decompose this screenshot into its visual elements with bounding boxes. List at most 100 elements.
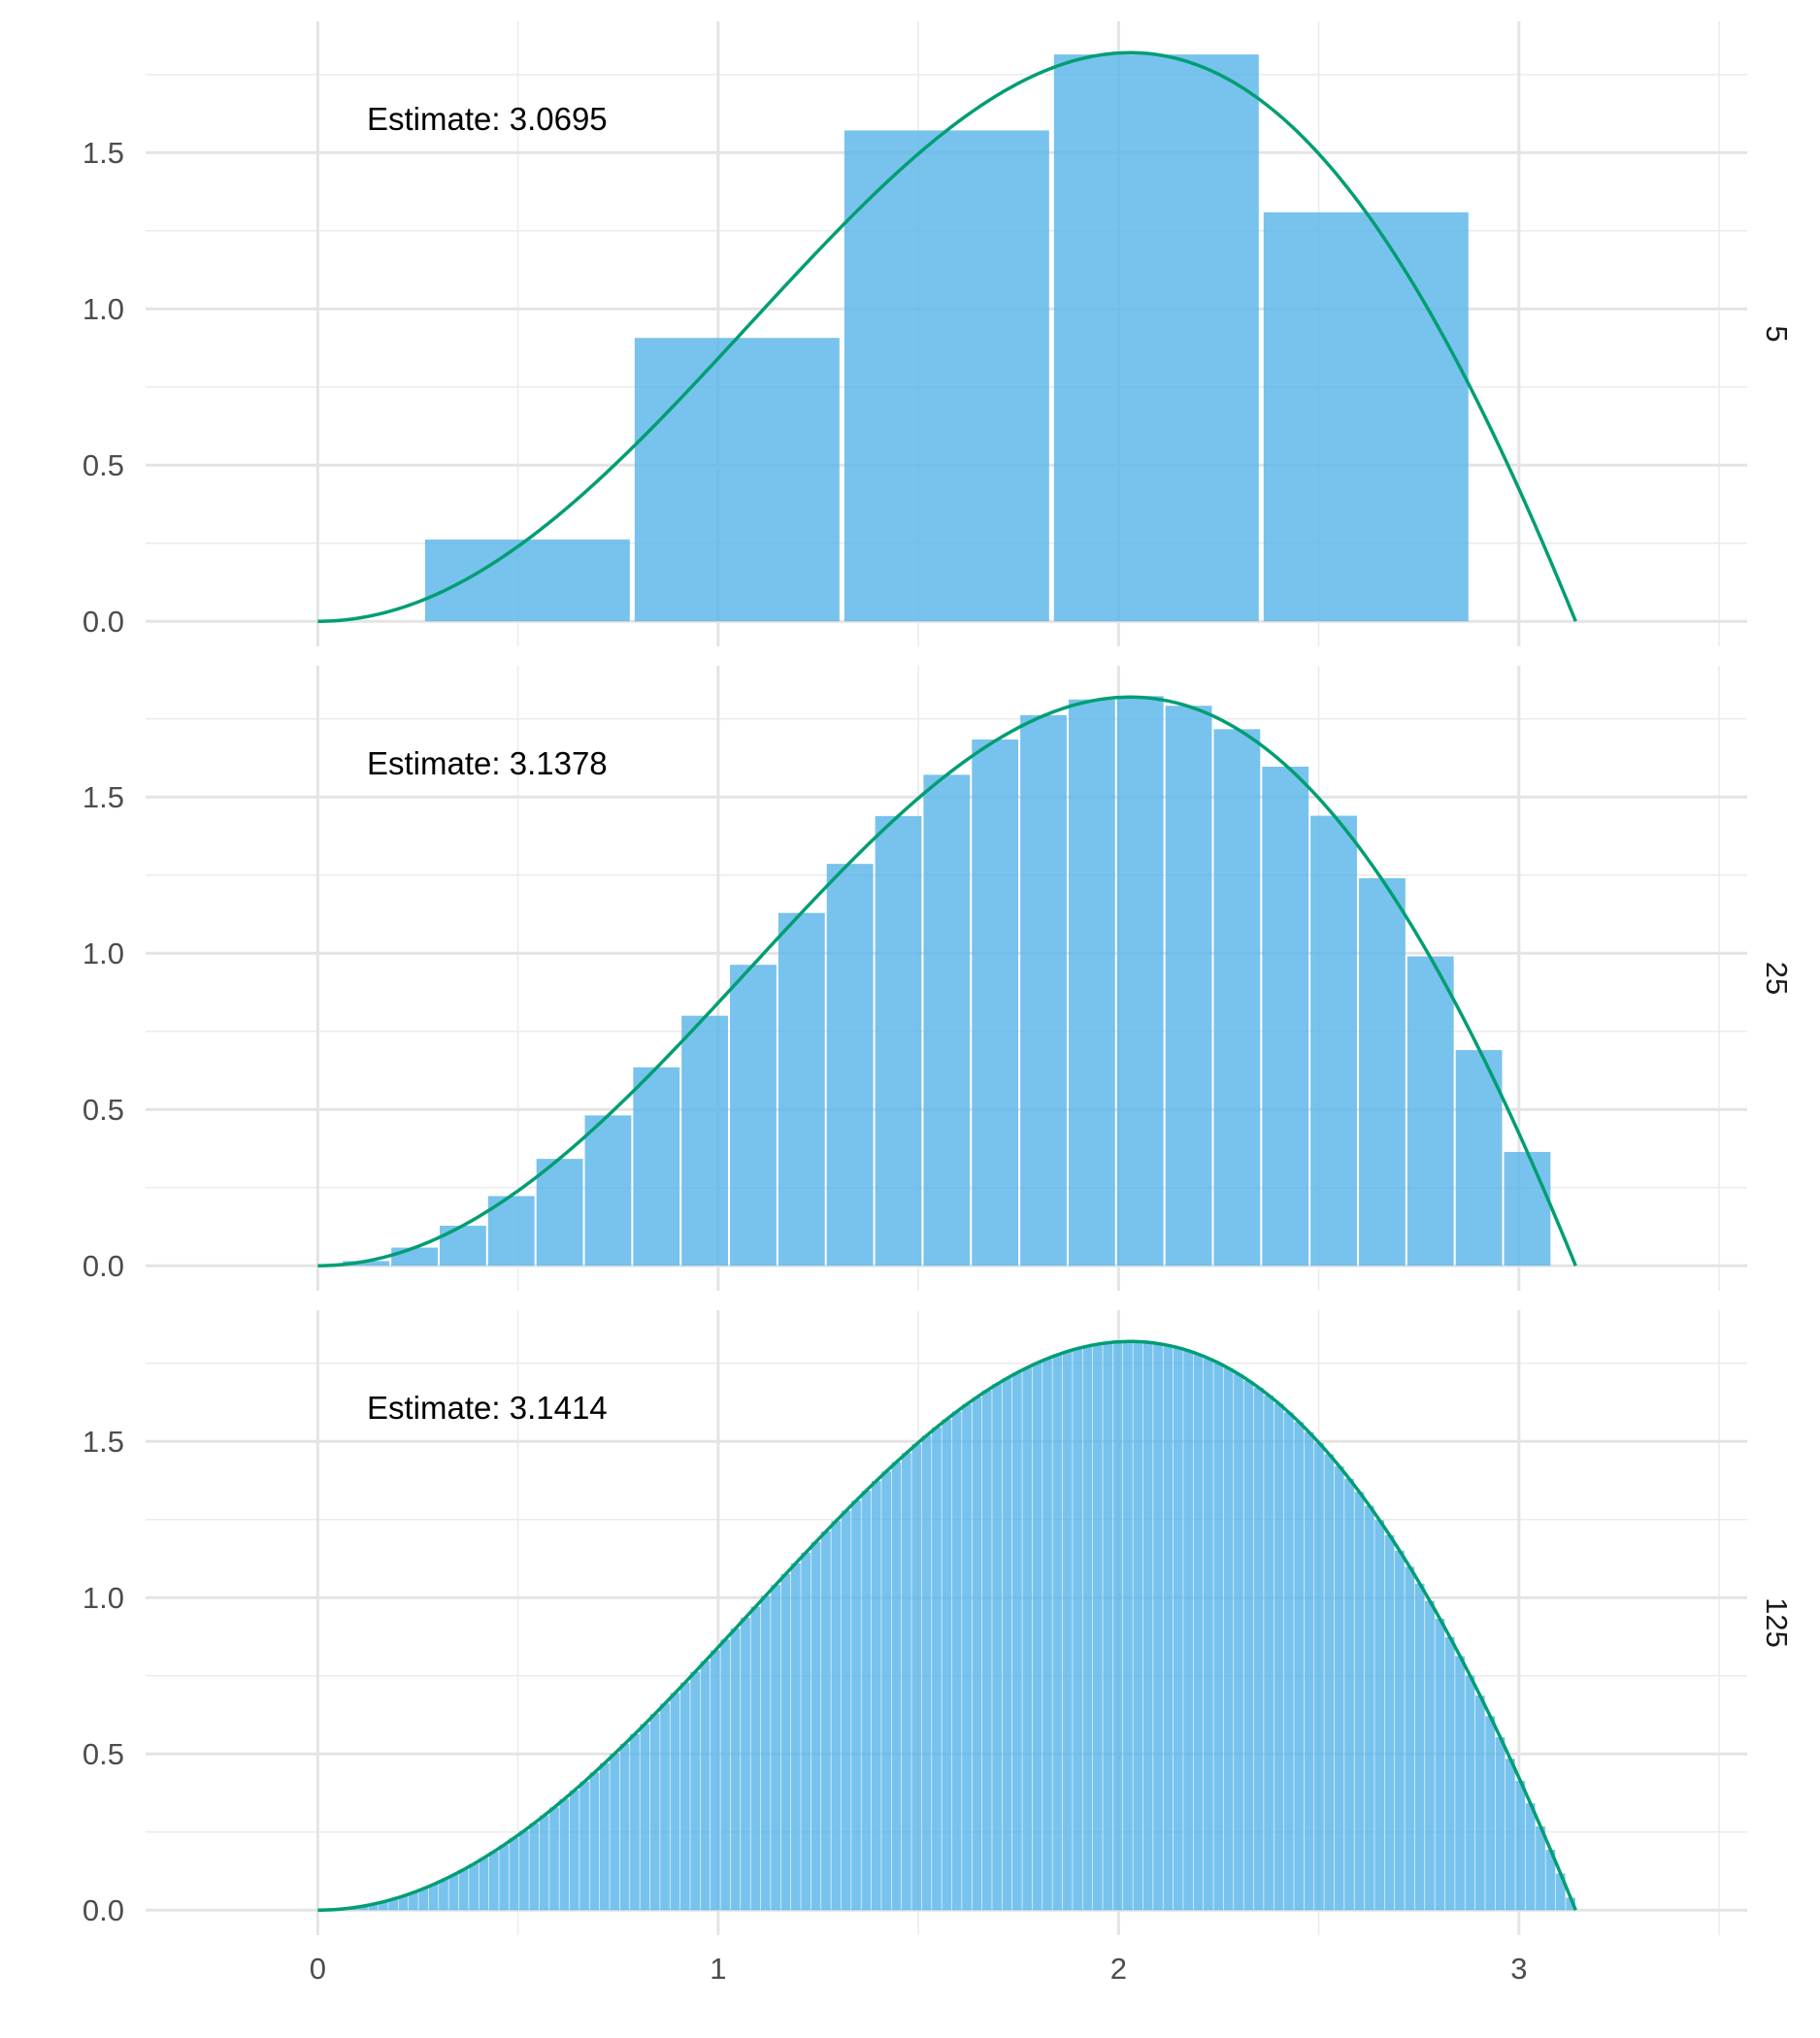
facet-strip-label: 25 [1760,962,1794,995]
estimate-annotation: Estimate: 3.1414 [367,1390,608,1426]
histogram-bar [448,1874,459,1911]
histogram-bar [589,1772,600,1911]
histogram-bar [1495,1737,1506,1911]
histogram-bar [780,1573,791,1911]
histogram-bar [529,1823,540,1911]
histogram-bar [1394,1550,1405,1911]
histogram-bar [951,1411,962,1911]
y-tick-label: 0.0 [83,1249,124,1283]
histogram-bar [1310,815,1357,1266]
histogram-bar [981,1390,992,1911]
histogram-bar [549,1807,559,1911]
histogram-bar [1314,1442,1324,1911]
histogram-bar [841,1510,851,1911]
bars [317,1341,1575,1911]
histogram-bar [1264,1395,1274,1911]
histogram-bar [1042,1358,1052,1911]
histogram-bar [1525,1803,1536,1911]
histogram-bar [1485,1716,1496,1911]
histogram-bar [1324,1454,1335,1911]
histogram-bar [1536,1825,1545,1911]
histogram-bar [911,1444,922,1911]
histogram-bar [881,1471,892,1911]
histogram-bar [1234,1373,1243,1911]
histogram-bar [861,1491,872,1911]
panel-5: 0.0 0.5 1.0 1.5 Estimate: 3.0695 5 [83,21,1794,646]
histogram-bar [1062,1351,1073,1911]
histogram-bar [649,1714,660,1911]
histogram-bar [509,1837,519,1911]
histogram-bar [519,1830,529,1911]
histogram-bar [1116,696,1164,1266]
histogram-bar [1002,1378,1012,1911]
histogram-bar [771,1585,780,1911]
histogram-bar [1354,1492,1365,1911]
y-tick-label: 1.0 [83,292,124,326]
x-tick-label: 2 [1110,1952,1127,1986]
histogram-bar [1304,1431,1314,1911]
histogram-bar [710,1650,720,1911]
histogram-bar [921,1435,932,1911]
y-tick-label: 1.5 [83,1425,124,1459]
histogram-bar [871,1481,881,1911]
histogram-bar [424,539,630,622]
histogram-bar [681,1015,729,1266]
y-tick-label: 0.0 [83,1893,124,1927]
histogram-bar [811,1541,821,1911]
y-tick-label: 0.5 [83,1737,124,1771]
panel-25: 0.0 0.5 1.0 1.5 Estimate: 3.1378 25 [83,666,1794,1291]
histogram-bar [599,1762,610,1911]
histogram-bar [901,1453,911,1911]
histogram-bar [1504,1152,1551,1266]
histogram-bar [343,1261,390,1266]
histogram-bar [750,1606,761,1911]
histogram-bar [418,1889,429,1911]
histogram-bar [488,1851,499,1911]
histogram-bar [778,912,825,1266]
histogram-bar [479,1857,489,1911]
histogram-bar [801,1552,811,1911]
histogram-bar [891,1462,902,1911]
histogram-bar [1213,1363,1224,1911]
histogram-bar [1073,1348,1082,1911]
y-tick-label: 0.5 [83,448,124,482]
histogram-bar [1465,1675,1475,1911]
bars [343,696,1551,1266]
histogram-bar [1173,1347,1183,1911]
x-tick-label: 1 [710,1952,726,1986]
histogram-bar [1283,1412,1294,1911]
histogram-bar [640,1724,650,1911]
histogram-bar [972,1397,982,1911]
histogram-bar [730,965,777,1266]
histogram-bar [439,1879,448,1911]
histogram-bar [378,1901,388,1911]
histogram-bar [358,1906,368,1911]
histogram-bar [821,1531,831,1911]
histogram-bar [1020,714,1067,1266]
y-tick-label: 1.0 [83,1581,124,1615]
histogram-bar [851,1500,861,1911]
histogram-bar [1334,1465,1344,1911]
y-tick-label: 0.0 [83,605,124,639]
histogram-bar [634,338,840,622]
histogram-bar [720,1639,731,1911]
histogram-bar [398,1895,409,1911]
histogram-bar [458,1869,469,1911]
histogram-bar [584,1115,632,1266]
histogram-bar [1112,1341,1123,1911]
estimate-annotation: Estimate: 3.1378 [367,745,608,781]
histogram-bar [1068,699,1115,1266]
histogram-bar [670,1693,680,1911]
histogram-bar [790,1562,801,1911]
histogram-bar [630,1733,640,1911]
histogram-bar [760,1595,771,1911]
histogram-bar [1274,1403,1284,1911]
histogram-bar [932,1427,942,1911]
histogram-bar [469,1863,479,1911]
histogram-bar [536,1159,583,1266]
facet-strip-label: 5 [1760,325,1794,342]
histogram-bar [700,1660,711,1911]
histogram-bar [1253,1387,1264,1911]
histogram-bar [1555,1873,1566,1911]
histogram-bar [972,739,1019,1266]
